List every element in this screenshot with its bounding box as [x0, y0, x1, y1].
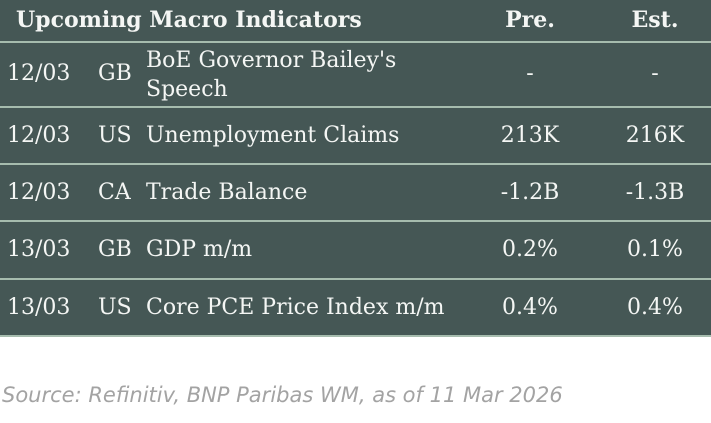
date: 12/03: [7, 61, 71, 86]
table-title: Upcoming Macro Indicators: [16, 7, 362, 33]
table-row: 13/03 US Core PCE Price Index m/m 0.4% 0…: [0, 280, 711, 337]
estimate: 216K: [625, 123, 685, 148]
previous: -: [526, 61, 534, 86]
estimate: 0.1%: [627, 237, 683, 262]
table-row: 12/03 US Unemployment Claims 213K 216K: [0, 108, 711, 165]
country: US: [98, 295, 132, 320]
date: 12/03: [7, 123, 71, 148]
table-row: 12/03 GB BoE Governor Bailey's Speech - …: [0, 43, 711, 108]
table-row: 13/03 GB GDP m/m 0.2% 0.1%: [0, 222, 711, 280]
estimate: -: [651, 61, 659, 86]
macro-indicators-table: Upcoming Macro Indicators Pre. Est. 12/0…: [0, 0, 711, 337]
header-pre: Pre.: [505, 7, 555, 33]
header-est: Est.: [631, 7, 679, 33]
indicator: Unemployment Claims: [146, 123, 400, 148]
date: 13/03: [7, 295, 71, 320]
indicator: Trade Balance: [146, 180, 308, 205]
indicator: Core PCE Price Index m/m: [146, 295, 445, 320]
previous: -1.2B: [500, 180, 560, 205]
country: US: [98, 123, 132, 148]
previous: 0.4%: [502, 295, 558, 320]
source-note: Source: Refinitiv, BNP Paribas WM, as of…: [2, 383, 563, 407]
country: GB: [98, 237, 132, 262]
table-header: Upcoming Macro Indicators Pre. Est.: [0, 0, 711, 43]
date: 12/03: [7, 180, 71, 205]
date: 13/03: [7, 237, 71, 262]
previous: 0.2%: [502, 237, 558, 262]
estimate: 0.4%: [627, 295, 683, 320]
previous: 213K: [500, 123, 560, 148]
indicator: GDP m/m: [146, 237, 253, 262]
estimate: -1.3B: [625, 180, 685, 205]
country: GB: [98, 61, 132, 86]
table-row: 12/03 CA Trade Balance -1.2B -1.3B: [0, 165, 711, 222]
indicator: BoE Governor Bailey's Speech: [146, 48, 397, 102]
country: CA: [98, 180, 131, 205]
